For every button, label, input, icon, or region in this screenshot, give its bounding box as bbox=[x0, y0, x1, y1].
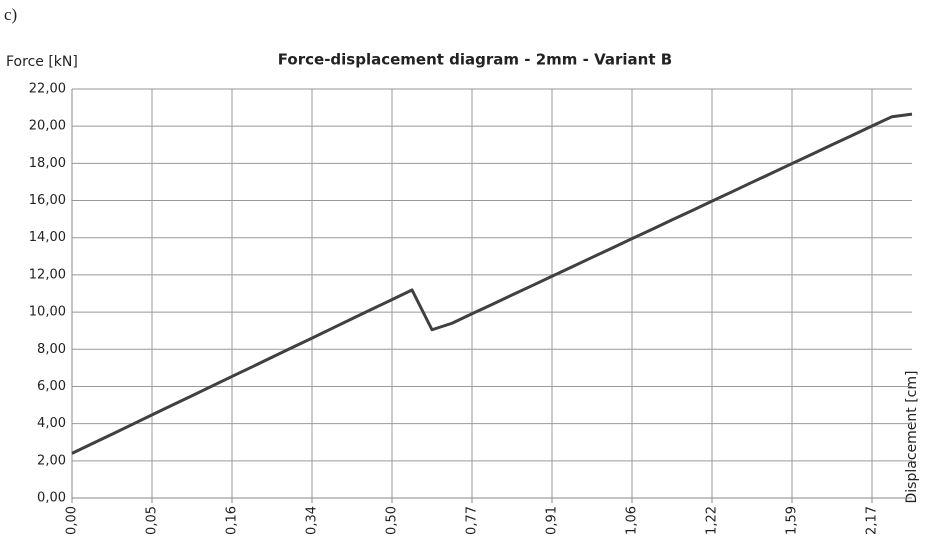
x-tick-label: 0,50 bbox=[385, 506, 400, 535]
x-tick-label: 1,59 bbox=[785, 506, 800, 535]
y-tick-label: 2,00 bbox=[37, 453, 66, 468]
x-tick-label: 0,34 bbox=[305, 506, 320, 535]
y-tick-label: 12,00 bbox=[29, 267, 66, 282]
x-tick-label: 2,17 bbox=[865, 506, 880, 535]
x-tick-label: 0,77 bbox=[465, 506, 480, 535]
y-tick-label: 8,00 bbox=[37, 342, 66, 357]
x-tick-label: 0,05 bbox=[145, 506, 160, 535]
y-tick-label: 0,00 bbox=[37, 491, 66, 506]
y-tick-label: 22,00 bbox=[29, 82, 66, 97]
caption: c) bbox=[4, 5, 17, 24]
y-tick-label: 10,00 bbox=[29, 305, 66, 320]
y-tick-label: 16,00 bbox=[29, 193, 66, 208]
y-tick-label: 6,00 bbox=[37, 379, 66, 394]
y-tick-label: 18,00 bbox=[29, 156, 66, 171]
x-tick-label: 1,06 bbox=[625, 506, 640, 535]
x-tick-label: 0,00 bbox=[65, 506, 80, 535]
x-axis-label: Displacement [cm] bbox=[904, 371, 920, 504]
x-tick-label: 1,22 bbox=[705, 506, 720, 535]
y-tick-label: 14,00 bbox=[29, 230, 66, 245]
y-tick-label: 20,00 bbox=[29, 119, 66, 134]
chart-title: Force-displacement diagram - 2mm - Varia… bbox=[278, 51, 672, 69]
y-axis-label: Force [kN] bbox=[6, 54, 78, 70]
y-tick-label: 4,00 bbox=[37, 416, 66, 431]
x-tick-label: 0,91 bbox=[545, 506, 560, 535]
x-tick-label: 0,16 bbox=[225, 506, 240, 535]
data-line bbox=[71, 112, 913, 455]
